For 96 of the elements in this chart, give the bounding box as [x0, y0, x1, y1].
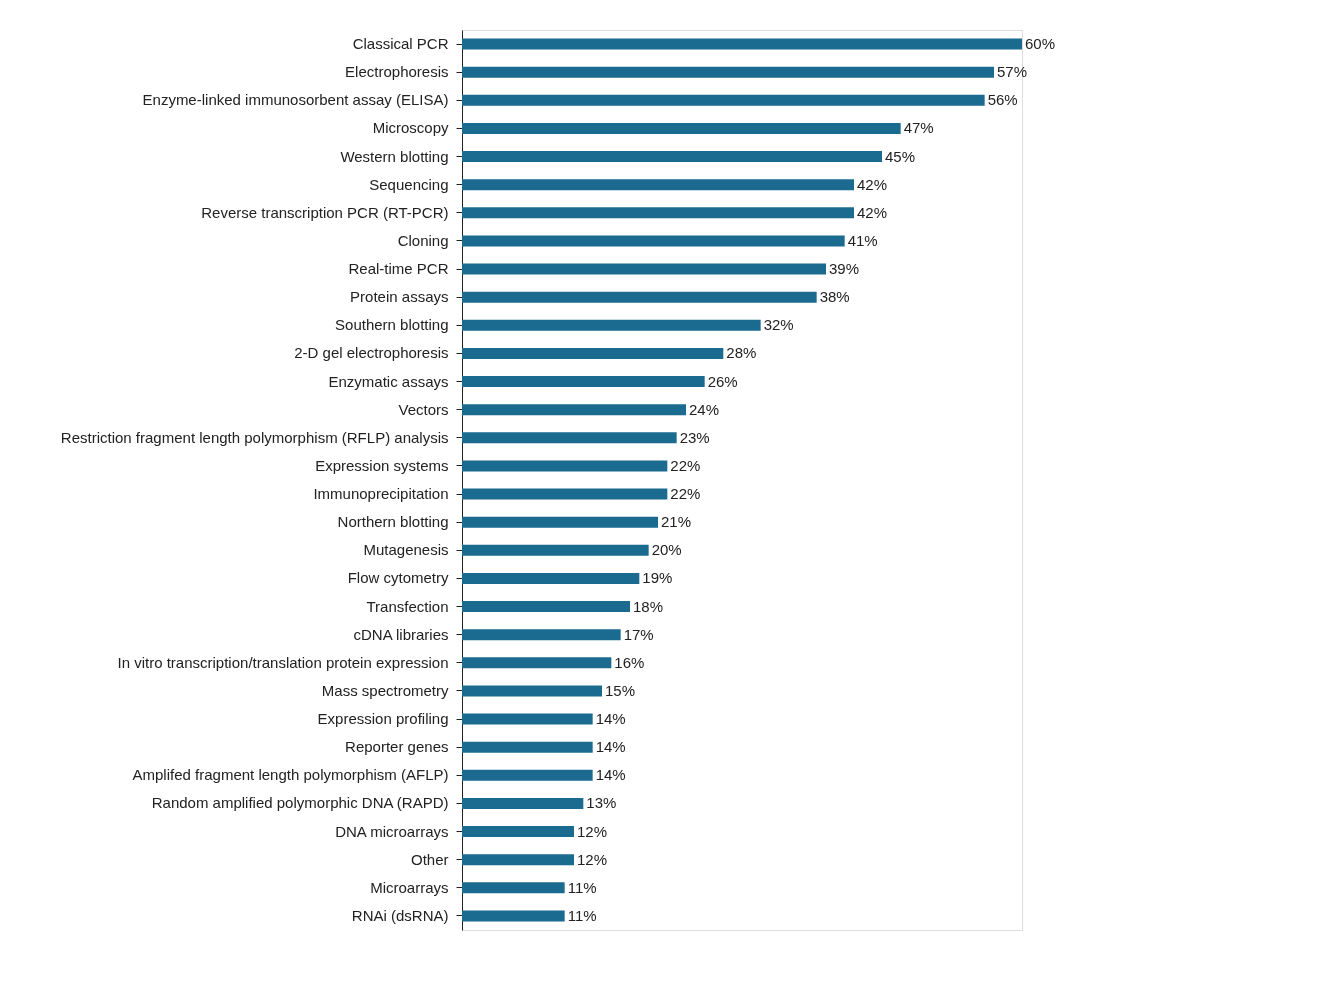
data-label: 47%	[903, 119, 934, 137]
y-tick-label: Enzymatic assays	[328, 372, 449, 390]
data-label: 42%	[857, 175, 888, 193]
bar	[462, 432, 677, 444]
y-tick-label: Mass spectrometry	[321, 681, 449, 699]
bar	[462, 291, 817, 303]
bar	[462, 179, 854, 191]
data-label: 14%	[595, 710, 626, 728]
data-label: 13%	[586, 794, 617, 812]
bar	[462, 263, 826, 275]
data-label: 42%	[857, 203, 888, 221]
y-tick-label: Other	[410, 850, 449, 868]
bar	[462, 572, 640, 584]
y-tick-label: Reporter genes	[345, 738, 449, 756]
data-label: 60%	[1025, 35, 1056, 53]
y-tick-label: Transfection	[366, 597, 449, 615]
bar	[462, 235, 845, 247]
bar	[462, 544, 649, 556]
y-tick-label: Immunoprecipitation	[313, 485, 449, 503]
y-tick-label: Microscopy	[372, 119, 449, 137]
data-label: 41%	[847, 231, 878, 249]
data-label: 20%	[651, 541, 682, 559]
data-label: 14%	[595, 766, 626, 784]
data-label: 19%	[642, 569, 673, 587]
data-label: 57%	[997, 63, 1028, 81]
bar	[462, 769, 593, 781]
data-label: 11%	[567, 906, 597, 924]
bar	[462, 347, 724, 359]
bar	[462, 488, 668, 500]
data-label: 22%	[670, 456, 701, 474]
y-tick-label: Classical PCR	[352, 35, 449, 53]
data-label: 12%	[577, 850, 608, 868]
y-tick-label: Northern blotting	[337, 513, 449, 531]
y-tick-label: Flow cytometry	[347, 569, 449, 587]
y-tick-label: Amplifed fragment length polymorphism (AFLP)	[132, 766, 449, 784]
bar	[462, 882, 565, 894]
bar	[462, 657, 612, 669]
y-tick-label: RNAi (dsRNA)	[351, 906, 449, 924]
y-tick-label: Real-time PCR	[348, 260, 449, 278]
bar	[462, 66, 994, 78]
y-tick-label: 2-D gel electrophoresis	[294, 344, 449, 362]
data-label: 56%	[987, 91, 1018, 109]
y-tick-label: Electrophoresis	[345, 63, 449, 81]
y-tick-label: Restriction fragment length polymorphism (RFLP) analysis	[60, 428, 449, 446]
bar	[462, 151, 882, 163]
bar	[462, 122, 901, 134]
y-tick-label: Enzyme-linked immunosorbent assay (ELISA)	[142, 91, 449, 109]
data-label: 17%	[623, 625, 654, 643]
y-tick-label: Expression systems	[315, 456, 449, 474]
bar	[462, 601, 630, 613]
bar	[462, 910, 565, 922]
bar	[462, 797, 584, 809]
data-label: 14%	[595, 738, 626, 756]
bar	[462, 460, 668, 472]
data-label: 26%	[707, 372, 738, 390]
data-label: 22%	[670, 485, 701, 503]
data-label: 32%	[763, 316, 794, 334]
bar	[462, 207, 854, 219]
y-tick-label: In vitro transcription/translation protein expression	[117, 653, 449, 671]
y-tick-label: DNA microarrays	[335, 822, 449, 840]
y-tick-label: Protein assays	[350, 288, 449, 306]
y-tick-label: Southern blotting	[335, 316, 449, 334]
y-tick-label: Reverse transcription PCR (RT-PCR)	[201, 203, 449, 221]
bar	[462, 319, 761, 331]
bar	[462, 826, 574, 838]
y-tick-label: Mutagenesis	[363, 541, 449, 559]
data-label: 45%	[885, 147, 916, 165]
data-label: 39%	[829, 260, 860, 278]
data-label: 12%	[577, 822, 608, 840]
bar	[462, 404, 686, 416]
bar	[462, 376, 705, 388]
bar	[462, 629, 621, 641]
data-label: 11%	[567, 878, 597, 896]
data-label: 16%	[614, 653, 645, 671]
bar	[462, 713, 593, 725]
y-tick-label: cDNA libraries	[353, 625, 449, 643]
data-label: 18%	[633, 597, 664, 615]
y-tick-label: Cloning	[397, 231, 449, 249]
y-tick-label: Vectors	[398, 400, 449, 418]
data-label: 28%	[726, 344, 757, 362]
data-label: 24%	[689, 400, 720, 418]
bar	[462, 94, 985, 106]
data-label: 15%	[605, 681, 636, 699]
y-tick-label: Sequencing	[369, 175, 449, 193]
data-label: 21%	[661, 513, 692, 531]
bar	[462, 685, 602, 697]
bar	[462, 741, 593, 753]
bar	[462, 38, 1022, 50]
y-tick-label: Microarrays	[370, 878, 449, 896]
y-tick-label: Western blotting	[340, 147, 449, 165]
bar	[462, 516, 658, 528]
data-label: 23%	[679, 428, 710, 446]
data-label: 38%	[819, 288, 850, 306]
y-tick-label: Expression profiling	[317, 710, 449, 728]
bar	[462, 854, 574, 866]
y-tick-label: Random amplified polymorphic DNA (RAPD)	[151, 794, 449, 812]
